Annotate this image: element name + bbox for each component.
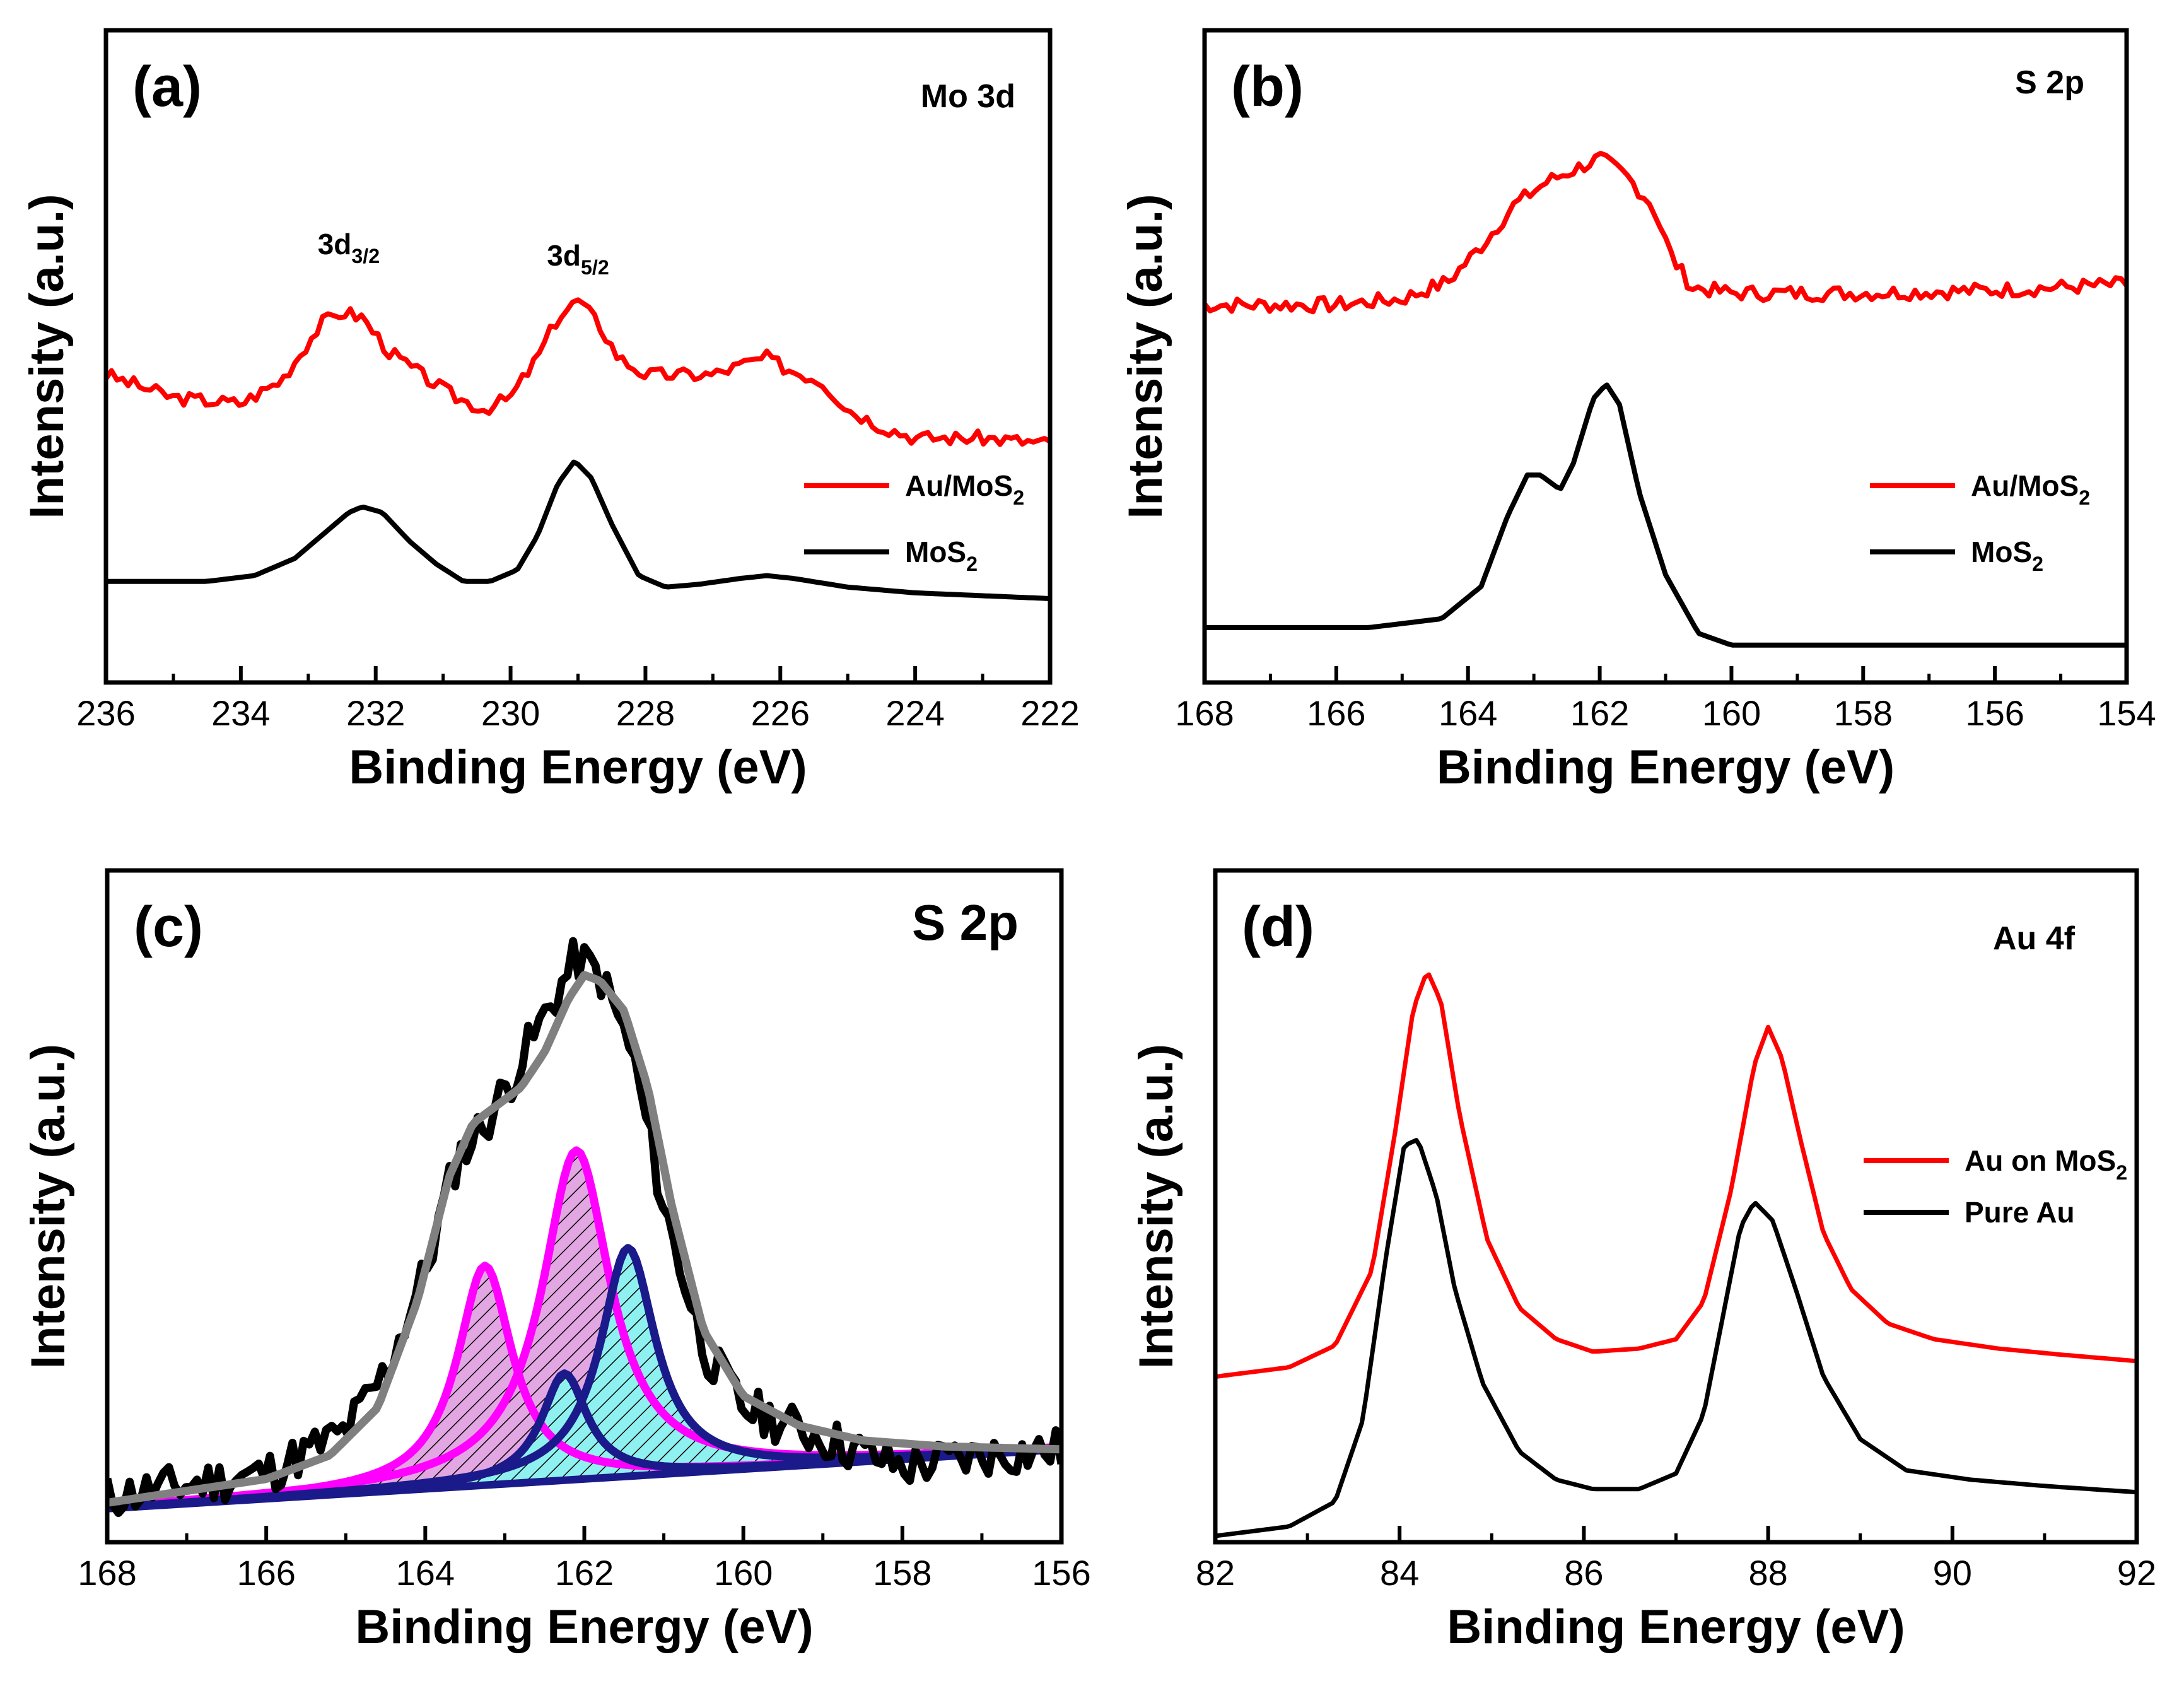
- legend-label-a-1: MoS2: [905, 536, 978, 575]
- fit-area-peak2: [107, 1150, 1061, 1509]
- legend-label-a-1-subscript: 2: [966, 553, 978, 575]
- panel-label-d: (d): [1242, 896, 1314, 959]
- legend-label-a-1-text: MoS: [905, 536, 966, 568]
- x-tick-label-c-6: 156: [1032, 1553, 1090, 1593]
- panel-a-mo3d-chart: 236 234 232 230 228 226 224 222 Binding Energy (…: [20, 28, 1080, 794]
- x-tick-label-d-2: 86: [1564, 1553, 1603, 1593]
- x-tick-label-a-0: 236: [76, 693, 135, 733]
- legend-label-d-1-text: Pure Au: [1965, 1196, 2075, 1229]
- x-tick-label-c-4: 160: [714, 1553, 773, 1593]
- x-tick-label-a-1: 234: [211, 693, 270, 733]
- panel-title-c: S 2p: [912, 894, 1019, 951]
- series-line-b-1: [1205, 382, 2127, 648]
- panel-b-s2p-chart: 168 166 164 162 160 158 156 154 Binding Energy (…: [1119, 28, 2156, 794]
- panel-c-s2p-fit-chart: 168 166 164 162 160 158 156 Binding Energy (eV)…: [21, 868, 1091, 1654]
- legend-label-b-0-subscript: 2: [2079, 486, 2090, 509]
- x-tick-label-d-5: 92: [2117, 1553, 2156, 1593]
- legend-label-d-0-subscript: 2: [2116, 1161, 2127, 1184]
- x-tick-label-b-2: 164: [1439, 693, 1497, 733]
- x-tick-label-c-1: 166: [237, 1553, 295, 1593]
- series-line-a-1: [106, 459, 1050, 601]
- peak-annotation-a-1-subscript: 5/2: [581, 256, 609, 279]
- plot-area-b: [1205, 151, 2127, 648]
- x-tick-label-d-0: 82: [1196, 1553, 1235, 1593]
- x-axis-title-b: Binding Energy (eV): [1437, 741, 1895, 794]
- legend-label-a-0-subscript: 2: [1013, 486, 1024, 509]
- plot-area-c: [107, 937, 1061, 1518]
- x-tick-label-b-6: 156: [1965, 693, 2024, 733]
- series-line-b-0: [1205, 151, 2127, 315]
- x-tick-label-a-5: 226: [751, 693, 810, 733]
- x-tick-label-a-7: 222: [1020, 693, 1079, 733]
- x-axis-title-c: Binding Energy (eV): [355, 1600, 813, 1654]
- panel-d-au4f-chart: 82 84 86 88 90 92 Binding Energy (eV) Intensity…: [1130, 868, 2156, 1654]
- y-axis-title-b: Intensity (a.u.): [1119, 194, 1172, 518]
- x-tick-label-d-1: 84: [1380, 1553, 1419, 1593]
- x-tick-label-a-3: 230: [481, 693, 540, 733]
- legend-label-d-1: Pure Au: [1965, 1196, 2075, 1229]
- series-line-c-0: [107, 937, 1061, 1518]
- x-tick-label-c-0: 168: [78, 1553, 136, 1593]
- legend-label-a-0: Au/MoS2: [905, 469, 1024, 509]
- peak-annotation-a-0-text: 3d: [318, 228, 352, 261]
- panel-label-c: (c): [134, 896, 203, 959]
- x-tick-label-b-7: 154: [2097, 693, 2156, 733]
- x-axis-title-d: Binding Energy (eV): [1447, 1600, 1905, 1654]
- plot-frame-b: [1202, 28, 2129, 685]
- x-tick-label-b-5: 158: [1834, 693, 1893, 733]
- x-tick-label-c-2: 164: [396, 1553, 455, 1593]
- legend-label-b-0: Au/MoS2: [1971, 469, 2090, 509]
- x-tick-label-b-4: 160: [1702, 693, 1761, 733]
- x-tick-label-b-3: 162: [1570, 693, 1629, 733]
- x-tick-label-b-1: 166: [1307, 693, 1365, 733]
- x-tick-label-a-2: 232: [346, 693, 405, 733]
- x-tick-label-c-3: 162: [555, 1553, 614, 1593]
- x-tick-label-d-3: 88: [1748, 1553, 1787, 1593]
- x-tick-label-a-4: 228: [616, 693, 675, 733]
- x-axis-title-a: Binding Energy (eV): [349, 741, 807, 794]
- legend-label-b-1-text: MoS: [1971, 536, 2032, 568]
- legend-label-a-0-text: Au/MoS: [905, 469, 1013, 502]
- legend-label-d-0: Au on MoS2: [1965, 1144, 2127, 1184]
- plot-frame-a: [103, 28, 1053, 685]
- panel-label-b: (b): [1231, 56, 1304, 119]
- legend-label-b-0-text: Au/MoS: [1971, 469, 2079, 502]
- x-tick-label-c-5: 158: [873, 1553, 931, 1593]
- series-line-c-1: [107, 971, 1061, 1507]
- legend-label-b-1-subscript: 2: [2032, 553, 2043, 575]
- legend-label-b-1: MoS2: [1971, 536, 2043, 575]
- panel-title-d: Au 4f: [1993, 920, 2076, 957]
- x-tick-label-a-6: 224: [885, 693, 944, 733]
- plot-area-d: [1215, 972, 2137, 1538]
- y-axis-title-d: Intensity (a.u.): [1130, 1044, 1183, 1369]
- peak-annotation-a-0: 3d3/2: [318, 228, 380, 267]
- panel-label-a: (a): [132, 56, 202, 119]
- y-axis-title-c: Intensity (a.u.): [21, 1044, 75, 1369]
- x-tick-label-d-4: 90: [1933, 1553, 1972, 1593]
- legend-label-d-0-text: Au on MoS: [1965, 1144, 2116, 1177]
- series-line-d-1: [1215, 1138, 2137, 1538]
- series-line-a-0: [106, 297, 1050, 447]
- panel-title-a: Mo 3d: [921, 78, 1015, 115]
- y-axis-title-a: Intensity (a.u.): [20, 194, 74, 518]
- series-line-d-0: [1215, 972, 2137, 1379]
- peak-annotation-a-1: 3d5/2: [547, 239, 609, 279]
- plot-area-a: [106, 297, 1050, 601]
- peak-annotation-a-0-subscript: 3/2: [351, 245, 380, 267]
- x-tick-label-b-0: 168: [1175, 693, 1234, 733]
- panel-title-b: S 2p: [2015, 64, 2084, 101]
- peak-annotation-a-1-text: 3d: [547, 239, 581, 272]
